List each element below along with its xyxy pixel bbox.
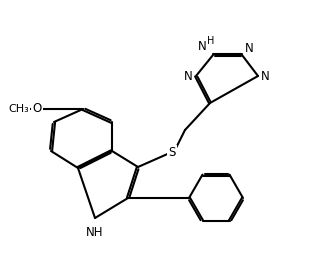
Text: N: N	[198, 40, 207, 53]
Text: CH₃: CH₃	[8, 104, 29, 114]
Text: O: O	[32, 103, 42, 116]
Text: H: H	[207, 36, 215, 46]
Text: N: N	[261, 70, 270, 83]
Text: NH: NH	[86, 226, 104, 239]
Text: N: N	[184, 70, 193, 83]
Text: N: N	[245, 42, 254, 55]
Text: S: S	[168, 146, 176, 158]
